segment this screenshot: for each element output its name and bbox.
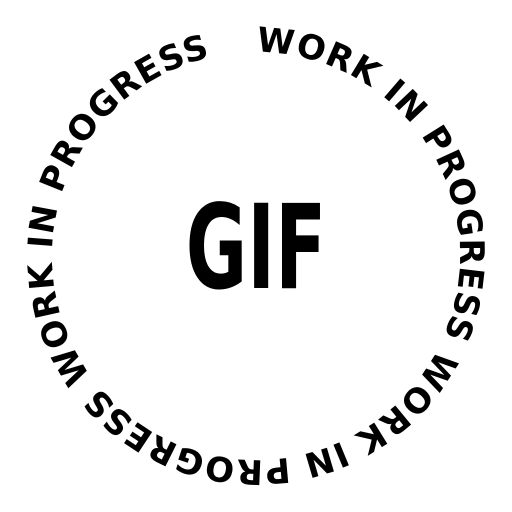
center-label: GIF [186, 181, 326, 317]
